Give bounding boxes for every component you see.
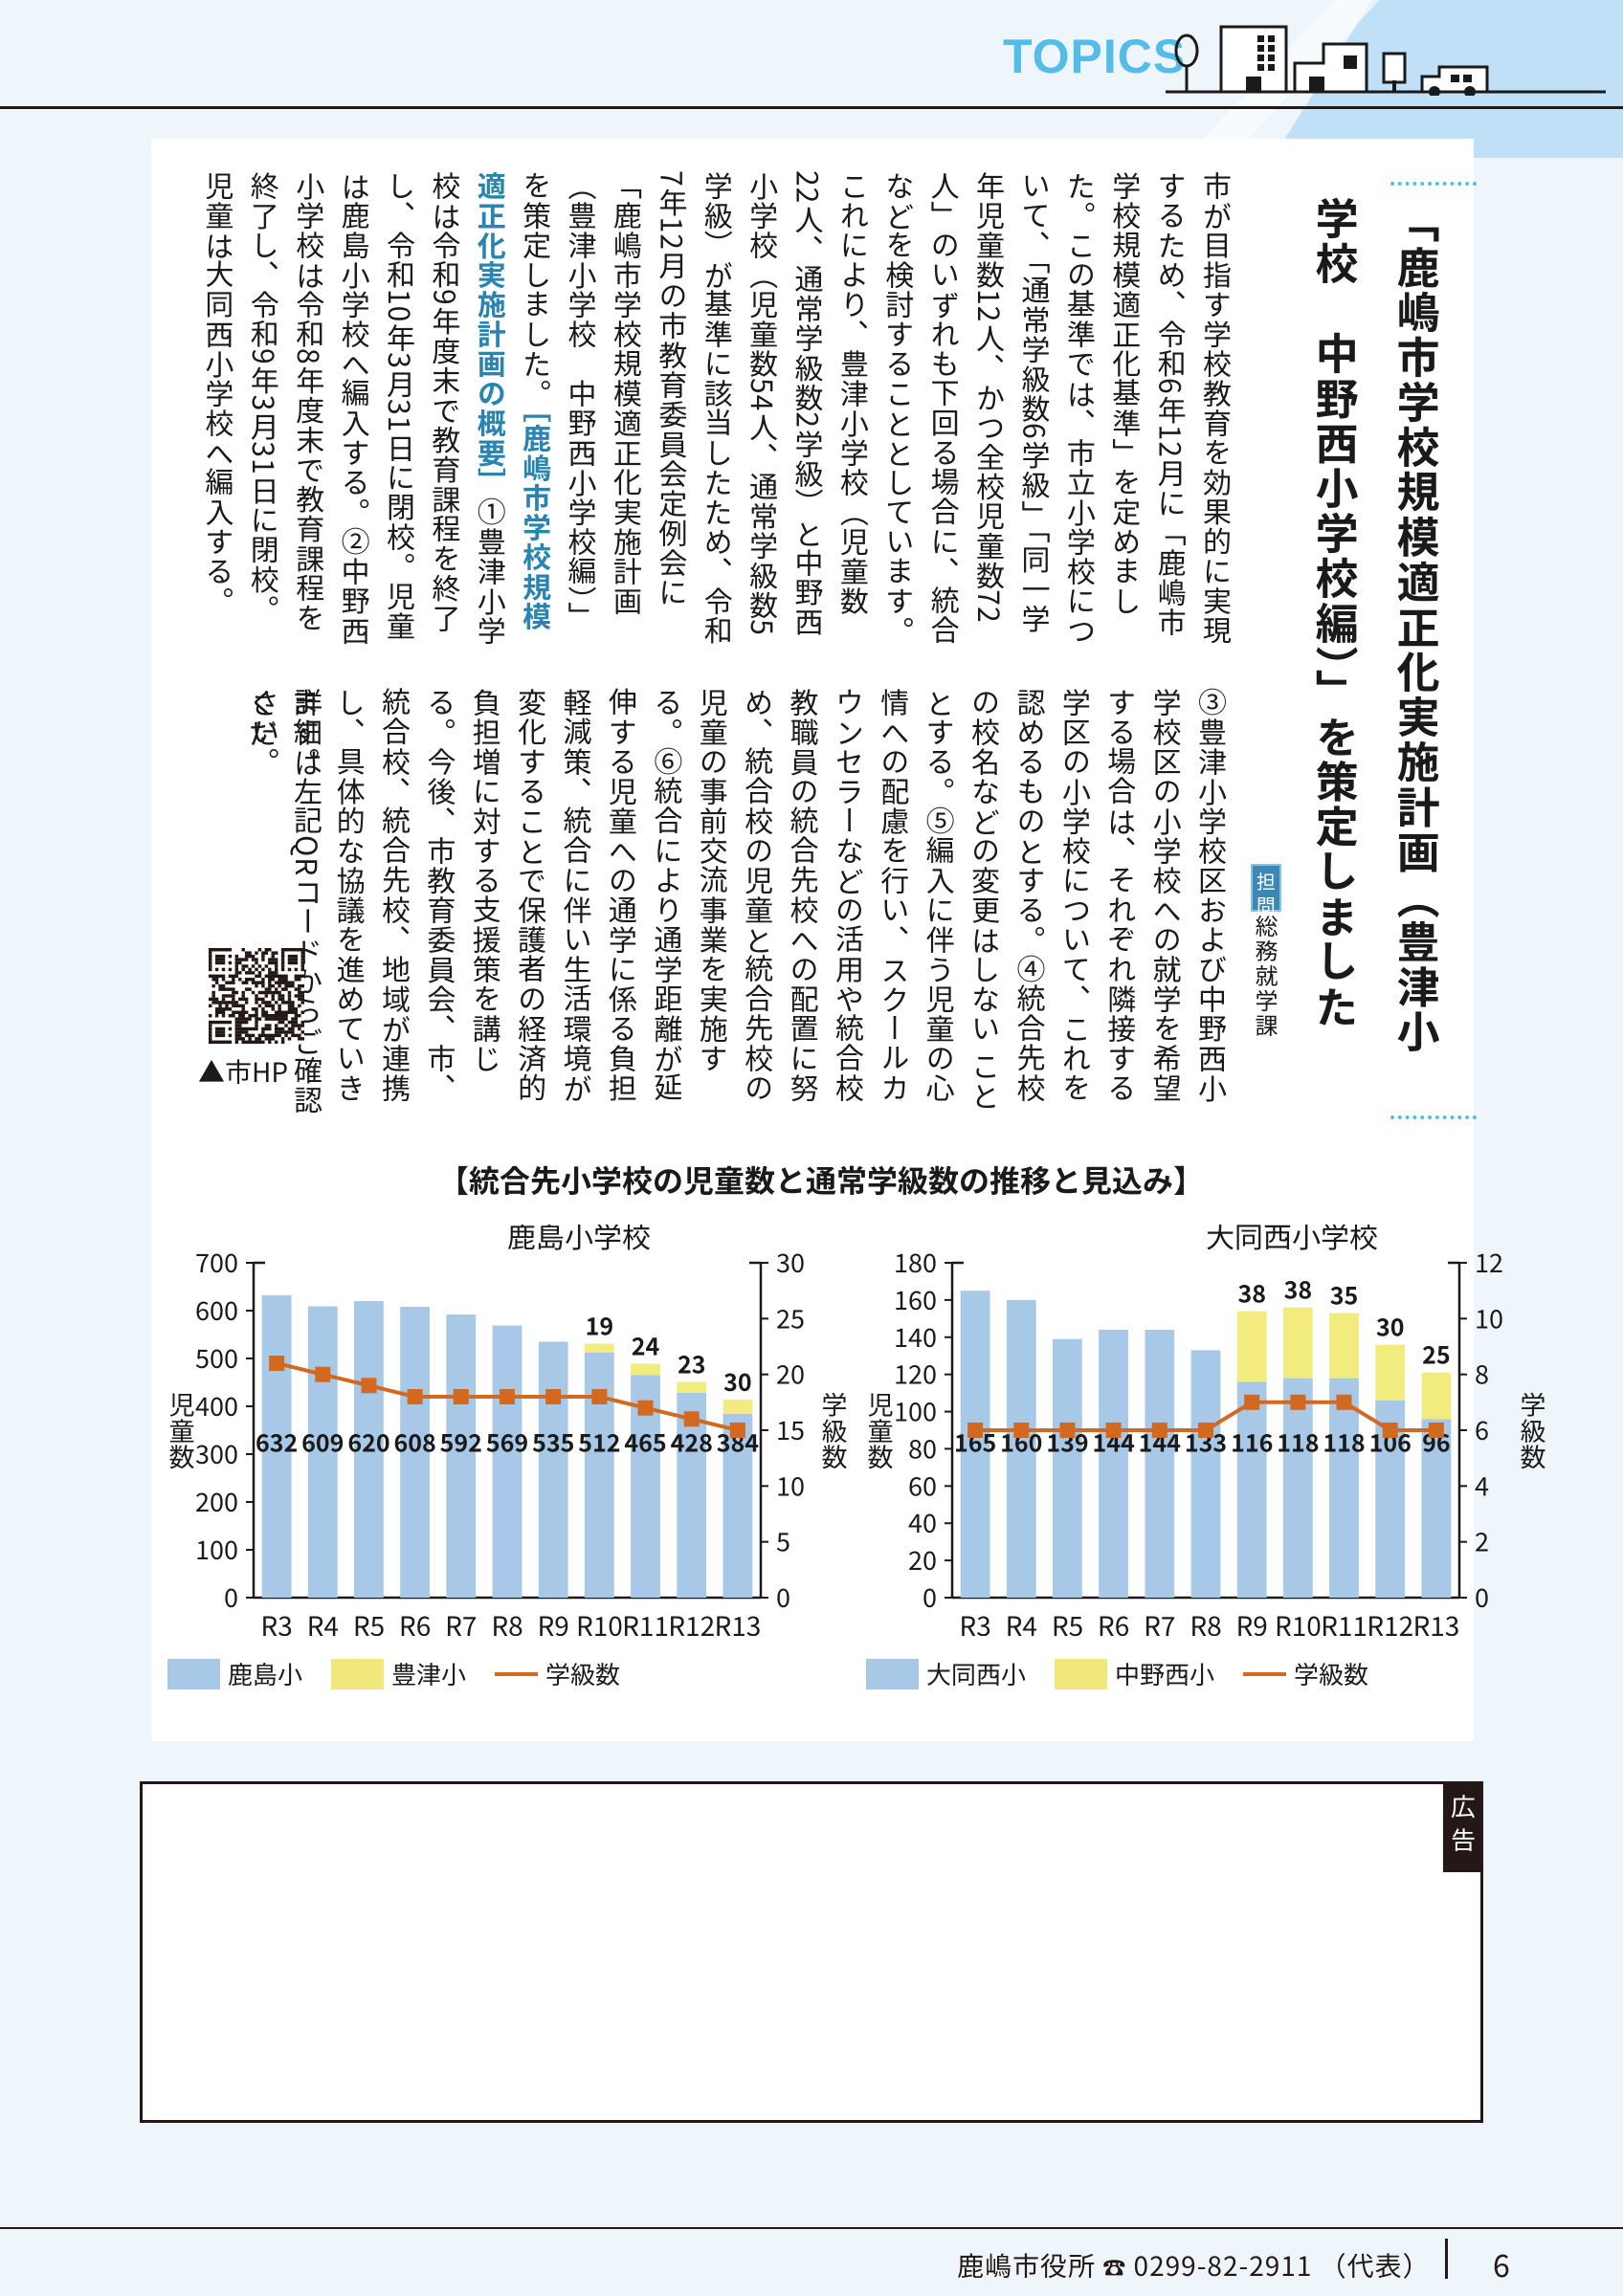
svg-text:535: 535 bbox=[532, 1425, 574, 1460]
svg-text:R4: R4 bbox=[307, 1606, 339, 1636]
svg-text:10: 10 bbox=[776, 1466, 805, 1503]
svg-text:25: 25 bbox=[1422, 1337, 1451, 1372]
svg-text:500: 500 bbox=[195, 1338, 238, 1376]
svg-text:60: 60 bbox=[908, 1466, 937, 1503]
svg-text:4: 4 bbox=[1475, 1466, 1489, 1503]
svg-text:20: 20 bbox=[776, 1355, 805, 1392]
svg-text:R12: R12 bbox=[668, 1606, 715, 1636]
svg-text:6: 6 bbox=[1475, 1410, 1489, 1447]
svg-text:児童数: 児童数 bbox=[164, 1392, 201, 1469]
svg-text:140: 140 bbox=[894, 1317, 937, 1355]
svg-text:80: 80 bbox=[908, 1428, 937, 1466]
svg-text:632: 632 bbox=[256, 1425, 298, 1460]
svg-text:30: 30 bbox=[1376, 1310, 1405, 1344]
svg-text:10: 10 bbox=[1475, 1298, 1503, 1336]
svg-text:23: 23 bbox=[678, 1347, 706, 1381]
svg-text:116: 116 bbox=[1231, 1425, 1273, 1460]
svg-text:R5: R5 bbox=[1052, 1606, 1083, 1636]
svg-text:R11: R11 bbox=[622, 1606, 669, 1636]
svg-text:R4: R4 bbox=[1006, 1606, 1037, 1636]
svg-text:25: 25 bbox=[776, 1298, 805, 1336]
svg-text:400: 400 bbox=[195, 1386, 238, 1424]
svg-text:118: 118 bbox=[1323, 1425, 1365, 1460]
svg-text:R11: R11 bbox=[1321, 1606, 1367, 1636]
svg-text:700: 700 bbox=[195, 1243, 238, 1280]
svg-text:R5: R5 bbox=[353, 1606, 385, 1636]
svg-text:20: 20 bbox=[908, 1540, 937, 1578]
svg-text:R6: R6 bbox=[1098, 1606, 1129, 1636]
svg-text:12: 12 bbox=[1475, 1243, 1503, 1280]
svg-text:100: 100 bbox=[894, 1392, 937, 1429]
svg-text:R3: R3 bbox=[260, 1606, 292, 1636]
svg-text:R8: R8 bbox=[1189, 1606, 1221, 1636]
svg-text:512: 512 bbox=[578, 1425, 620, 1460]
svg-text:学級数: 学級数 bbox=[816, 1392, 853, 1469]
svg-text:0: 0 bbox=[776, 1578, 790, 1615]
svg-text:38: 38 bbox=[1284, 1272, 1313, 1307]
svg-text:大同西小学校: 大同西小学校 bbox=[1206, 1225, 1378, 1256]
svg-text:609: 609 bbox=[301, 1425, 344, 1460]
svg-text:428: 428 bbox=[671, 1425, 713, 1460]
svg-text:児童数: 児童数 bbox=[862, 1392, 900, 1469]
svg-text:300: 300 bbox=[195, 1434, 238, 1471]
svg-text:200: 200 bbox=[195, 1482, 238, 1519]
svg-text:120: 120 bbox=[894, 1355, 937, 1392]
svg-text:R3: R3 bbox=[959, 1606, 990, 1636]
svg-text:160: 160 bbox=[894, 1280, 937, 1317]
svg-text:0: 0 bbox=[224, 1578, 238, 1615]
svg-text:100: 100 bbox=[195, 1530, 238, 1567]
svg-text:592: 592 bbox=[440, 1425, 482, 1460]
svg-text:8: 8 bbox=[1475, 1355, 1489, 1392]
svg-text:0: 0 bbox=[1475, 1578, 1489, 1615]
svg-text:15: 15 bbox=[776, 1410, 805, 1447]
svg-text:R10: R10 bbox=[1275, 1606, 1322, 1636]
svg-text:R9: R9 bbox=[538, 1606, 569, 1636]
svg-text:40: 40 bbox=[908, 1503, 937, 1540]
svg-text:学級数: 学級数 bbox=[1515, 1392, 1551, 1469]
svg-text:R13: R13 bbox=[714, 1606, 761, 1636]
svg-text:569: 569 bbox=[486, 1425, 528, 1460]
svg-text:38: 38 bbox=[1237, 1276, 1266, 1311]
svg-text:620: 620 bbox=[347, 1425, 389, 1460]
svg-text:30: 30 bbox=[723, 1364, 752, 1399]
svg-text:608: 608 bbox=[393, 1425, 435, 1460]
svg-text:118: 118 bbox=[1277, 1425, 1319, 1460]
svg-text:35: 35 bbox=[1330, 1278, 1359, 1313]
svg-text:R7: R7 bbox=[1144, 1606, 1175, 1636]
svg-text:180: 180 bbox=[894, 1243, 937, 1280]
svg-text:R8: R8 bbox=[491, 1606, 522, 1636]
svg-text:R6: R6 bbox=[399, 1606, 431, 1636]
svg-text:5: 5 bbox=[776, 1522, 790, 1559]
svg-text:R9: R9 bbox=[1236, 1606, 1268, 1636]
svg-text:24: 24 bbox=[632, 1329, 660, 1363]
svg-text:鹿島小学校: 鹿島小学校 bbox=[507, 1225, 651, 1256]
svg-text:0: 0 bbox=[923, 1578, 937, 1615]
svg-text:R13: R13 bbox=[1412, 1606, 1459, 1636]
svg-text:R7: R7 bbox=[445, 1606, 477, 1636]
svg-text:30: 30 bbox=[776, 1243, 805, 1280]
svg-text:600: 600 bbox=[195, 1291, 238, 1328]
svg-text:19: 19 bbox=[586, 1309, 614, 1343]
svg-text:2: 2 bbox=[1475, 1522, 1489, 1559]
svg-text:R12: R12 bbox=[1367, 1606, 1413, 1636]
svg-text:465: 465 bbox=[624, 1425, 666, 1460]
svg-text:R10: R10 bbox=[576, 1606, 623, 1636]
